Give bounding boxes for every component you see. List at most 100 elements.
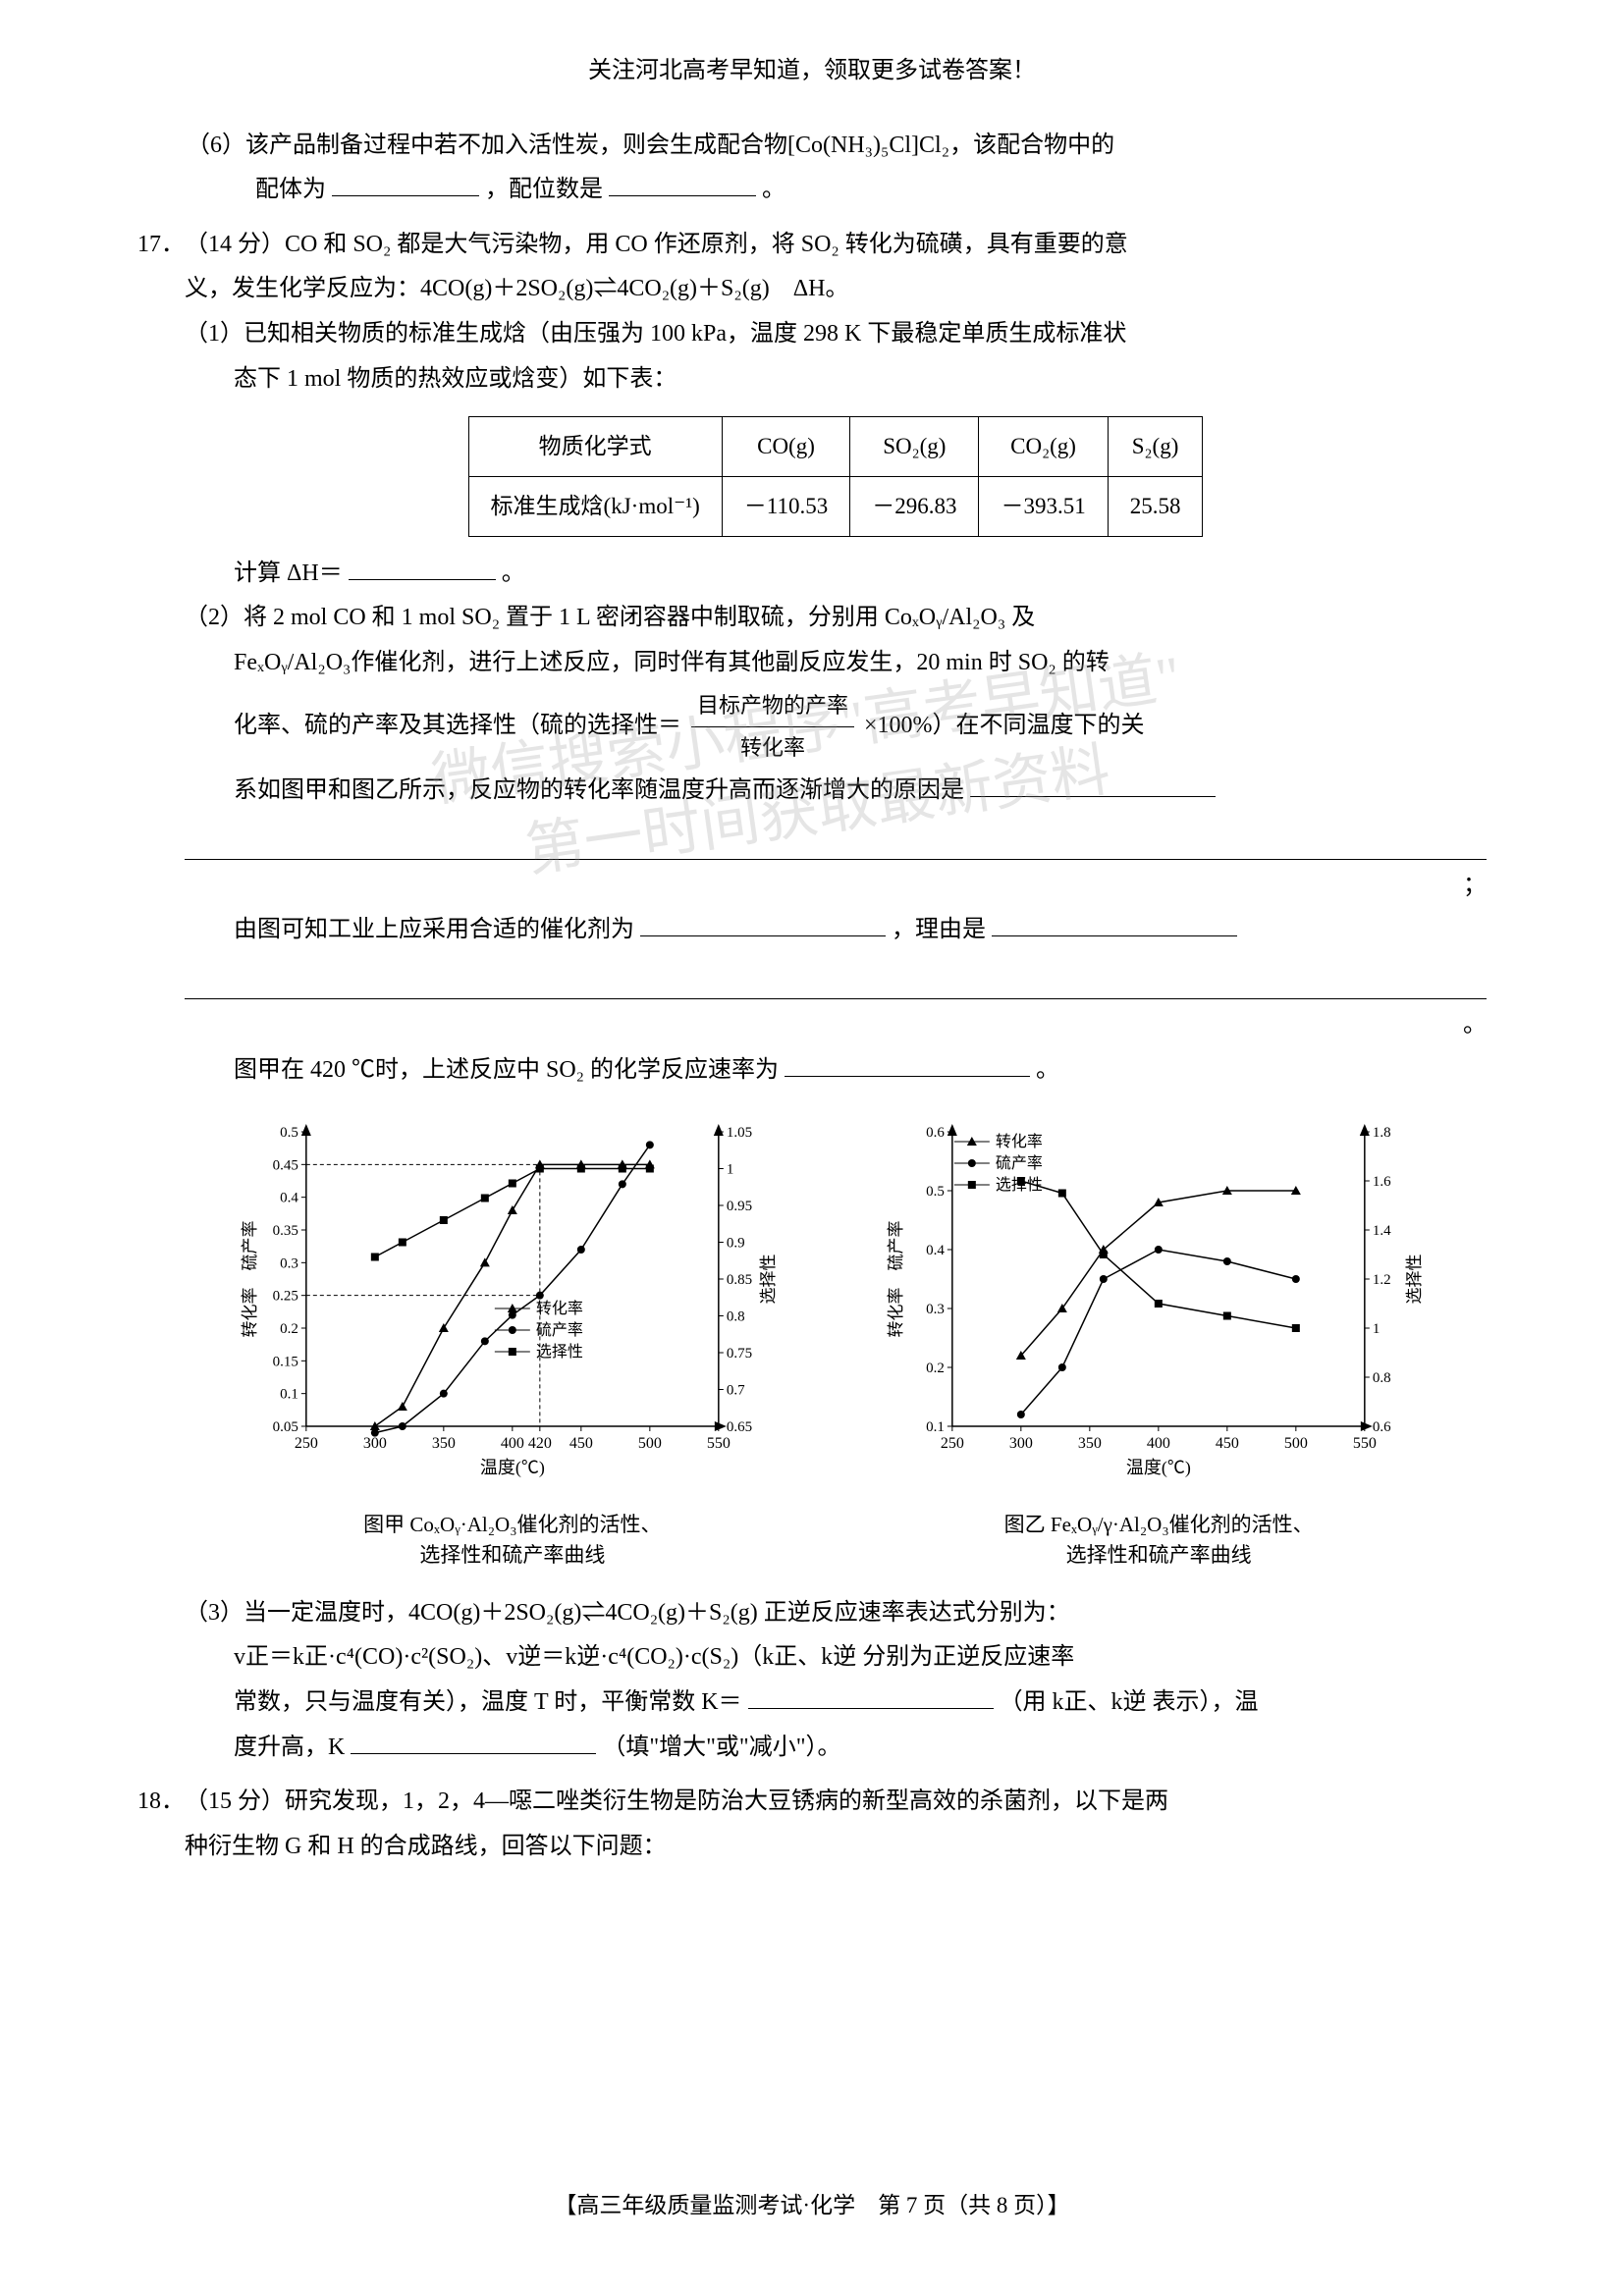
svg-text:选择性: 选择性 [1405,1255,1424,1305]
q16-6-text-d: 。 [762,177,785,202]
q17-2-g: 。 [185,1003,1487,1048]
q17-2-a: （2）将 2 mol CO 和 1 mol SO₂ 置于 1 L 密闭容器中制取… [185,596,1487,641]
q17-3-c-pre: 常数，只与温度有关），温度 T 时，平衡常数 K＝ [234,1689,742,1715]
svg-text:转化率: 转化率 [996,1133,1043,1150]
svg-text:0.4: 0.4 [280,1191,298,1206]
val-co: －110.53 [722,476,849,536]
q18: 18． （15 分）研究发现，1，2，4—噁二唑类衍生物是防治大豆锈病的新型高效… [137,1780,1487,1869]
q17-num: 17． [137,223,185,268]
svg-text:0.75: 0.75 [727,1346,752,1362]
svg-text:转化率 硫产率: 转化率 硫产率 [887,1221,905,1338]
svg-text:选择性: 选择性 [759,1255,778,1305]
q17-3-c-line: 常数，只与温度有关），温度 T 时，平衡常数 K＝ （用 k正、k逆 表示），温 [185,1681,1487,1726]
q17-3-a: （3）当一定温度时，4CO(g)＋2SO₂(g)⇌4CO₂(g)＋S₂(g) 正… [185,1591,1487,1636]
svg-text:250: 250 [295,1435,318,1452]
svg-text:选择性: 选择性 [996,1176,1043,1194]
q17-1-c-line: 计算 ΔH＝ 。 [185,552,1487,597]
svg-text:0.65: 0.65 [727,1419,752,1435]
svg-text:选择性: 选择性 [536,1343,583,1361]
q17-points: （14 分） [185,232,285,257]
page-footer: 【高三年级质量监测考试·化学 第 7 页（共 8 页）】 [0,2184,1624,2227]
svg-text:500: 500 [638,1435,662,1452]
val-co2: －393.51 [979,476,1108,536]
q17-1-b: 态下 1 mol 物质的热效应或焓变）如下表： [185,357,1487,402]
q17-2-h-pre: 图甲在 420 ℃时，上述反应中 SO₂ 的化学反应速率为 [234,1057,779,1083]
svg-text:0.5: 0.5 [280,1125,298,1141]
chart-right-caption: 图乙 FeₓOᵧ/γ·Al₂O₃催化剂的活性、 选择性和硫产率曲线 [860,1510,1457,1572]
blank-reason2-cont [185,957,1487,999]
enthalpy-table: 物质化学式 CO(g) SO₂(g) CO₂(g) S₂(g) 标准生成焓(kJ… [468,416,1204,536]
svg-text:0.7: 0.7 [727,1383,745,1399]
table-row: 物质化学式 CO(g) SO₂(g) CO₂(g) S₂(g) [468,417,1203,477]
q17-intro-b: 义，发生化学反应为：4CO(g)＋2SO₂(g)⇌4CO₂(g)＋S₂(g) Δ… [185,267,1487,312]
svg-text:0.2: 0.2 [926,1361,945,1376]
chart-right: 2503003504004505005500.10.20.30.40.50.60… [860,1112,1457,1485]
q17-2-f-pre: 由图可知工业上应采用合适的催化剂为 [234,917,634,942]
svg-text:0.3: 0.3 [926,1302,945,1317]
svg-text:500: 500 [1284,1435,1308,1452]
svg-text:温度(℃): 温度(℃) [480,1458,545,1478]
q17-3-d-post: （填"增大"或"减小"）。 [602,1735,840,1760]
q17-3-c-post: （用 k正、k逆 表示），温 [1000,1689,1259,1715]
svg-text:400: 400 [501,1435,524,1452]
th-so2: SO₂(g) [850,417,979,477]
svg-text:0.6: 0.6 [1373,1419,1391,1435]
chart-left: 2503003504004204505005500.050.10.150.20.… [214,1112,811,1485]
q16-6-text-b: 配体为 [255,177,326,202]
chart-right-box: 2503003504004505005500.10.20.30.40.50.60… [860,1112,1457,1572]
svg-text:0.2: 0.2 [280,1321,298,1337]
svg-text:0.45: 0.45 [273,1158,298,1174]
q17-2-c-pre: 化率、硫的产率及其选择性（硫的选择性＝ [234,713,681,738]
svg-text:硫产率: 硫产率 [996,1154,1043,1172]
chart-left-box: 2503003504004204505005500.050.10.150.20.… [214,1112,811,1572]
q17-1-c: 计算 ΔH＝ [234,561,343,586]
q17-2-f-line: 由图可知工业上应采用合适的催化剂为 ，理由是 [185,908,1487,953]
svg-text:0.8: 0.8 [1373,1370,1391,1386]
q17-3-d-line: 度升高，K （填"增大"或"减小"）。 [185,1726,1487,1771]
val-s2: 25.58 [1108,476,1203,536]
svg-text:250: 250 [941,1435,964,1452]
frac-den: 转化率 [691,727,854,769]
q16-6-line1: （6）该产品制备过程中若不加入活性炭，则会生成配合物[Co(NH₃)₅Cl]Cl… [137,124,1487,169]
blank-reason1-cont [185,818,1487,860]
svg-text:350: 350 [432,1435,456,1452]
q16-6-text-c: ，配位数是 [485,177,603,202]
svg-text:1.6: 1.6 [1373,1174,1391,1190]
svg-text:0.85: 0.85 [727,1272,752,1288]
svg-text:0.25: 0.25 [273,1289,298,1305]
svg-text:1.4: 1.4 [1373,1223,1391,1239]
row-label: 标准生成焓(kJ·mol⁻¹) [468,476,722,536]
svg-text:0.95: 0.95 [727,1199,752,1214]
svg-text:0.35: 0.35 [273,1223,298,1239]
q17-2-h-line: 图甲在 420 ℃时，上述反应中 SO₂ 的化学反应速率为 。 [185,1048,1487,1094]
q16-6-text-a: （6）该产品制备过程中若不加入活性炭，则会生成配合物[Co(NH₃)₅Cl]Cl… [187,124,1114,169]
q17-2-c-post: ×100%）在不同温度下的关 [864,713,1145,738]
svg-text:0.3: 0.3 [280,1256,298,1272]
table-row: 标准生成焓(kJ·mol⁻¹) －110.53 －296.83 －393.51 … [468,476,1203,536]
th-formula: 物质化学式 [468,417,722,477]
q18-points: （15 分） [185,1789,285,1814]
svg-text:0.6: 0.6 [926,1125,945,1141]
blank-ligand [332,168,479,196]
svg-text:0.5: 0.5 [926,1184,945,1200]
q18-num: 18． [137,1780,185,1825]
svg-text:0.9: 0.9 [727,1236,745,1252]
frac-num: 目标产物的产率 [691,685,854,727]
svg-text:0.15: 0.15 [273,1355,298,1370]
page-header: 关注河北高考早知道，领取更多试卷答案！ [137,49,1487,94]
svg-text:550: 550 [1353,1435,1377,1452]
svg-text:450: 450 [569,1435,593,1452]
q18-line2: 种衍生物 G 和 H 的合成路线，回答以下问题： [185,1825,1487,1870]
svg-text:1.8: 1.8 [1373,1125,1391,1141]
charts-row: 2503003504004204505005500.050.10.150.20.… [185,1112,1487,1572]
svg-text:450: 450 [1216,1435,1239,1452]
q17-2-b: FeₓOᵧ/Al₂O₃作催化剂，进行上述反应，同时伴有其他副反应发生，20 mi… [185,641,1487,686]
q16-6-line2: 配体为 ，配位数是 。 [137,168,1487,213]
blank-reason2 [992,908,1237,936]
th-co2: CO₂(g) [979,417,1108,477]
th-co: CO(g) [722,417,849,477]
blank-k [748,1681,994,1709]
q17-2-d-line: 系如图甲和图乙所示，反应物的转化率随温度升高而逐渐增大的原因是 [185,769,1487,814]
q17-3-d-pre: 度升高，K [234,1735,351,1760]
q17-2-f-mid: ，理由是 [892,917,986,942]
